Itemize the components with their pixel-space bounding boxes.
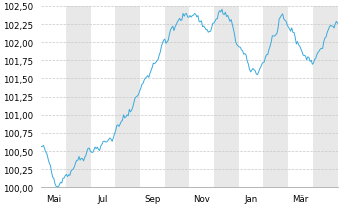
Bar	[115, 7, 140, 187]
Bar	[264, 7, 288, 187]
Bar	[165, 7, 189, 187]
Bar	[239, 7, 264, 187]
Bar	[288, 7, 313, 187]
Bar	[214, 7, 239, 187]
Bar	[66, 7, 91, 187]
Bar	[313, 7, 338, 187]
Bar	[140, 7, 165, 187]
Bar	[41, 7, 66, 187]
Bar	[91, 7, 115, 187]
Bar	[189, 7, 214, 187]
